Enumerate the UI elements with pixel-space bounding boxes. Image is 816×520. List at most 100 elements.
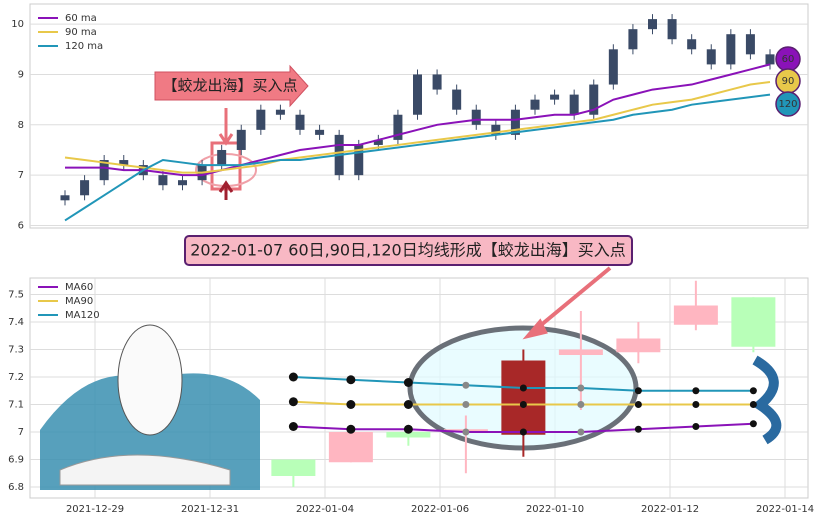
candle-body bbox=[236, 129, 246, 150]
legend-label: 120 ma bbox=[65, 41, 103, 52]
candle-body bbox=[328, 432, 373, 463]
ma-point bbox=[634, 425, 642, 433]
ma-point bbox=[288, 397, 298, 407]
y-tick-label: 7.1 bbox=[8, 400, 24, 411]
ma-point bbox=[692, 423, 700, 430]
x-tick-label: 2022-01-14 bbox=[756, 504, 814, 515]
ma-point bbox=[519, 384, 527, 392]
banner bbox=[184, 235, 633, 266]
candle-body bbox=[589, 84, 599, 115]
y-tick-label: 7 bbox=[18, 170, 24, 181]
legend-label: 60 ma bbox=[65, 13, 97, 24]
ma-point bbox=[462, 401, 470, 408]
annotation: 【蛟龙出海】买入点 bbox=[162, 77, 297, 95]
x-tick-label: 2022-01-12 bbox=[641, 504, 699, 515]
ma-point bbox=[288, 372, 298, 382]
ma-point bbox=[749, 387, 757, 395]
candle-body bbox=[158, 175, 168, 186]
ma-point bbox=[519, 401, 527, 408]
ma-point bbox=[692, 387, 700, 395]
ma-point bbox=[403, 400, 413, 409]
candle-body bbox=[256, 109, 266, 130]
ma-point bbox=[346, 375, 356, 385]
ma-point bbox=[577, 401, 585, 408]
x-tick-label: 2022-01-06 bbox=[411, 504, 469, 515]
y-tick-label: 6.8 bbox=[8, 482, 24, 493]
candle-body bbox=[687, 39, 697, 50]
legend-label: MA60 bbox=[65, 282, 93, 293]
ma-point bbox=[403, 424, 413, 434]
y-tick-label: 6 bbox=[18, 220, 24, 231]
candle-body bbox=[178, 180, 187, 186]
legend-label: MA90 bbox=[65, 296, 93, 307]
y-tick-label: 7 bbox=[18, 427, 24, 438]
ma-line bbox=[64, 93, 771, 222]
y-tick-label: 7.4 bbox=[8, 317, 24, 328]
y-tick-label: 6.9 bbox=[8, 455, 24, 466]
ma-point bbox=[634, 401, 642, 408]
candle-body bbox=[99, 160, 109, 181]
ma-point bbox=[462, 428, 470, 436]
candle-body bbox=[501, 360, 546, 435]
candle-body bbox=[393, 114, 403, 140]
candle-body bbox=[432, 74, 442, 90]
end-label: 120 bbox=[778, 99, 797, 110]
candle-body bbox=[628, 29, 638, 50]
candle-body bbox=[60, 195, 70, 201]
ma-point bbox=[346, 400, 356, 409]
surfboard bbox=[59, 454, 231, 486]
ma-point bbox=[634, 387, 642, 395]
x-tick-label: 2021-12-29 bbox=[66, 504, 124, 515]
ma-point bbox=[577, 384, 585, 392]
y-tick-label: 7.5 bbox=[8, 290, 24, 301]
ma-point bbox=[288, 422, 298, 431]
candle-body bbox=[608, 49, 618, 85]
candle-body bbox=[673, 305, 718, 325]
candle-body bbox=[315, 129, 325, 135]
dragon bbox=[751, 355, 782, 445]
candle-body bbox=[491, 124, 501, 135]
y-tick-label: 9 bbox=[18, 69, 24, 80]
ma-point bbox=[749, 401, 757, 408]
candle-body bbox=[119, 160, 129, 166]
y-tick-label: 10 bbox=[11, 19, 24, 30]
candle-body bbox=[569, 94, 579, 115]
candle-body bbox=[745, 34, 755, 55]
ma-point bbox=[577, 428, 585, 436]
candle-body bbox=[373, 139, 383, 145]
x-tick-label: 2022-01-10 bbox=[526, 504, 584, 515]
candle-body bbox=[275, 109, 285, 115]
candle-body bbox=[667, 19, 677, 40]
ma-point bbox=[749, 420, 757, 428]
candle-body bbox=[354, 144, 364, 176]
legend-label: MA120 bbox=[65, 310, 100, 321]
candle-body bbox=[706, 49, 716, 65]
candle-body bbox=[616, 338, 661, 353]
candle-body bbox=[271, 459, 316, 476]
candle-body bbox=[765, 54, 775, 65]
ma-point bbox=[346, 424, 356, 434]
candle-body bbox=[386, 432, 431, 438]
candle-body bbox=[731, 297, 776, 347]
ma-line bbox=[65, 63, 771, 177]
top-plot bbox=[29, 3, 809, 229]
end-label: 60 bbox=[782, 54, 795, 65]
ma-line bbox=[64, 81, 771, 174]
dog bbox=[117, 324, 183, 436]
candle-body bbox=[413, 74, 422, 115]
end-badge bbox=[775, 91, 801, 117]
x-tick-label: 2021-12-31 bbox=[181, 504, 239, 515]
x-tick-label: 2022-01-04 bbox=[296, 504, 354, 515]
end-label: 90 bbox=[782, 76, 795, 87]
y-tick-label: 7.2 bbox=[8, 372, 24, 383]
candle-body bbox=[550, 94, 560, 100]
candle-body bbox=[80, 180, 90, 196]
candle-body bbox=[510, 109, 520, 135]
arrow bbox=[218, 180, 234, 200]
candle-body bbox=[530, 99, 540, 110]
annotation-arrow bbox=[154, 64, 309, 108]
arrow bbox=[218, 108, 234, 146]
ma-point bbox=[692, 401, 700, 408]
candle-body bbox=[295, 114, 305, 130]
